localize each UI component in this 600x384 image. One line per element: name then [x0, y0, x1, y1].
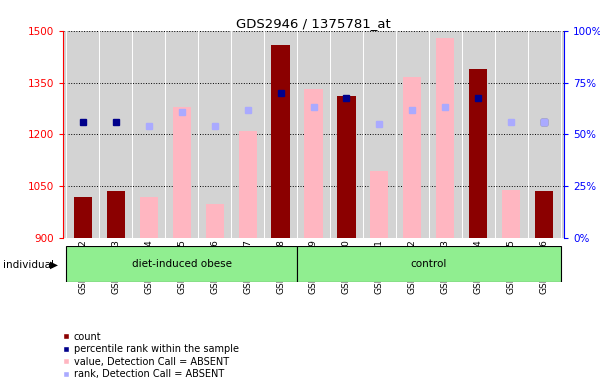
- Text: control: control: [410, 259, 447, 269]
- Bar: [140, 197, 158, 238]
- Bar: [173, 107, 191, 238]
- Bar: [74, 197, 92, 238]
- Bar: [502, 190, 520, 238]
- Bar: [271, 45, 290, 238]
- Text: diet-induced obese: diet-induced obese: [131, 259, 232, 269]
- Bar: [107, 191, 125, 238]
- Bar: [66, 247, 297, 281]
- Bar: [370, 170, 388, 238]
- Text: individual: individual: [3, 260, 54, 270]
- Bar: [535, 191, 553, 238]
- Text: ▶: ▶: [50, 260, 58, 270]
- Title: GDS2946 / 1375781_at: GDS2946 / 1375781_at: [236, 17, 391, 30]
- Bar: [337, 96, 356, 238]
- Bar: [297, 247, 561, 281]
- Bar: [436, 38, 454, 238]
- Bar: [403, 78, 421, 238]
- Bar: [239, 131, 257, 238]
- Legend: count, percentile rank within the sample, value, Detection Call = ABSENT, rank, : count, percentile rank within the sample…: [62, 332, 239, 379]
- Bar: [206, 204, 224, 238]
- Bar: [469, 69, 487, 238]
- Bar: [304, 89, 323, 238]
